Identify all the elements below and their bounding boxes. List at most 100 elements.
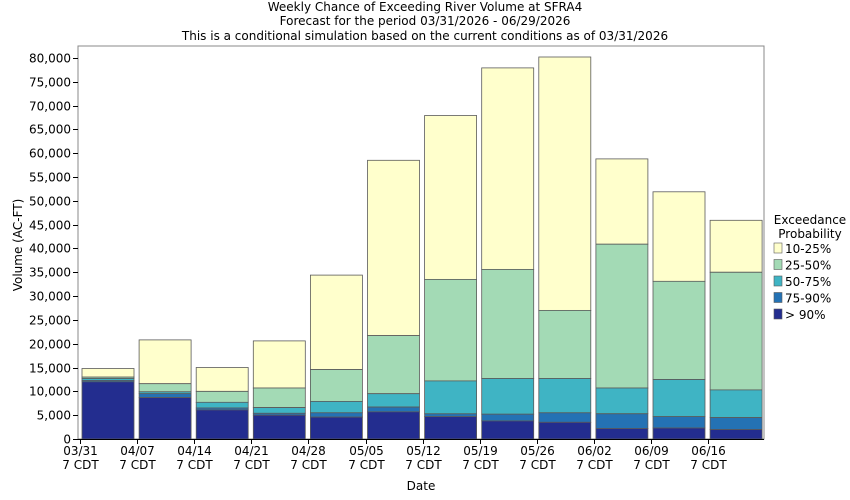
y-tick-label: 10,000 xyxy=(29,385,71,399)
y-tick-label: 0 xyxy=(63,433,71,447)
x-tick-label-date: 05/12 xyxy=(406,444,441,458)
bar-segment-75-90-05-05 xyxy=(367,406,420,413)
bar-segment-75-90-04-07 xyxy=(138,393,192,398)
x-tick-label-zone: 7 CDT xyxy=(462,458,499,472)
bar-segment-10-25-05-12 xyxy=(424,115,478,280)
legend-label: 50-75% xyxy=(785,275,831,289)
bar-segment-50-75-04-28 xyxy=(309,400,363,414)
bar-segment-90-06-09 xyxy=(652,427,706,440)
bar-segment-50-75-04-21 xyxy=(252,407,306,414)
bar-segment-25-50-05-19 xyxy=(481,268,535,379)
bar-segment-10-25-06-09 xyxy=(652,191,706,282)
x-tick-label-zone: 7 CDT xyxy=(519,458,556,472)
bar-segment-75-90-05-19 xyxy=(481,413,535,422)
y-tick-label: 45,000 xyxy=(29,219,71,233)
bar-segment-50-75-05-05 xyxy=(367,393,420,408)
bar-segment-25-50-05-26 xyxy=(538,309,592,379)
chart-subtitle-conditions: This is a conditional simulation based o… xyxy=(181,29,668,43)
bar-segment-90-04-28 xyxy=(309,416,363,440)
y-tick-label: 15,000 xyxy=(29,362,71,376)
bar-segment-50-75-04-14 xyxy=(195,401,249,409)
y-tick-label: 80,000 xyxy=(29,52,71,66)
legend-label: 75-90% xyxy=(785,292,831,306)
legend-label: 10-25% xyxy=(785,242,831,256)
legend-label: 25-50% xyxy=(785,259,831,273)
x-tick-label-zone: 7 CDT xyxy=(633,458,670,472)
bar-segment-10-25-05-19 xyxy=(481,67,535,270)
x-tick-label-date: 05/19 xyxy=(463,444,498,458)
bar-segment-90-06-16 xyxy=(709,429,763,440)
x-tick-label-date: 06/09 xyxy=(634,444,669,458)
bar-segment-90-05-12 xyxy=(424,416,478,440)
bar-segment-50-75-06-09 xyxy=(652,379,706,418)
y-tick-label: 65,000 xyxy=(29,123,71,137)
bar-segment-90-06-02 xyxy=(595,428,649,440)
y-tick-label: 50,000 xyxy=(29,195,71,209)
chart-title: Weekly Chance of Exceeding River Volume … xyxy=(268,0,583,14)
legend: Exceedance Probability 10-25% 25-50% 50-75… xyxy=(773,213,846,322)
x-tick-label-zone: 7 CDT xyxy=(119,458,156,472)
bar-segment-50-75-05-19 xyxy=(481,378,535,415)
y-tick-label: 75,000 xyxy=(29,76,71,90)
bar-segment-10-25-04-14 xyxy=(195,367,249,392)
bar-segment-75-90-06-09 xyxy=(652,416,706,429)
bar-segment-25-50-04-21 xyxy=(252,387,306,408)
x-tick-label-date: 03/31 xyxy=(63,444,98,458)
x-tick-label-zone: 7 CDT xyxy=(405,458,442,472)
bar-segment-90-05-05 xyxy=(367,411,420,440)
bar-segment-25-50-04-07 xyxy=(138,383,192,393)
legend-swatch xyxy=(773,308,783,320)
x-tick-label-zone: 7 CDT xyxy=(290,458,327,472)
legend-title-line2: Probability xyxy=(778,227,841,241)
bar-segment-25-50-04-14 xyxy=(195,390,249,403)
bar-segment-10-25-06-16 xyxy=(709,219,763,273)
bar-segment-25-50-06-09 xyxy=(652,280,706,380)
bar-segment-25-50-06-16 xyxy=(709,271,763,391)
y-tick-label: 70,000 xyxy=(29,100,71,114)
legend-label: > 90% xyxy=(785,308,826,322)
bar-segment-90-04-07 xyxy=(138,397,192,440)
x-tick-label-zone: 7 CDT xyxy=(176,458,213,472)
chart-subtitle-period: Forecast for the period 03/31/2026 - 06/… xyxy=(280,14,571,28)
legend-title-line1: Exceedance xyxy=(774,213,846,227)
bar-segment-25-50-05-05 xyxy=(367,335,420,395)
x-tick-label-date: 06/02 xyxy=(577,444,612,458)
bar-segment-75-90-06-02 xyxy=(595,413,649,429)
plot-frame xyxy=(77,45,765,440)
x-axis-label: Date xyxy=(407,479,436,493)
x-tick-label-date: 04/14 xyxy=(177,444,212,458)
x-tick-label-zone: 7 CDT xyxy=(348,458,385,472)
x-tick-label-date: 04/07 xyxy=(120,444,155,458)
y-tick-label: 5,000 xyxy=(37,409,71,423)
y-tick-label: 35,000 xyxy=(29,266,71,280)
bar-segment-90-04-14 xyxy=(195,409,249,440)
bar-segment-10-25-05-26 xyxy=(538,56,592,311)
bar-segment-10-25-04-21 xyxy=(252,340,306,389)
bar-segment-90-04-21 xyxy=(252,414,306,440)
y-tick-label: 20,000 xyxy=(29,338,71,352)
bar-segment-90-05-19 xyxy=(481,420,535,440)
x-tick-label-zone: 7 CDT xyxy=(62,458,99,472)
bar-segment-50-75-05-12 xyxy=(424,380,478,415)
bar-segment-10-25-04-07 xyxy=(138,339,192,385)
bar-segment-50-75-05-26 xyxy=(538,378,592,414)
x-tick-label-date: 05/05 xyxy=(349,444,384,458)
y-tick-label: 60,000 xyxy=(29,147,71,161)
x-tick-label-date: 06/16 xyxy=(691,444,726,458)
bar-segment-50-75-06-02 xyxy=(595,387,649,415)
bar-segment-75-90-04-28 xyxy=(309,412,363,418)
y-tick-label: 25,000 xyxy=(29,314,71,328)
y-tick-label: 30,000 xyxy=(29,290,71,304)
bar-segment-75-90-05-26 xyxy=(538,412,592,423)
bar-segment-90-05-26 xyxy=(538,421,592,440)
bar-segment-10-25-05-05 xyxy=(367,159,420,337)
legend-swatch xyxy=(773,259,783,270)
x-tick-label-date: 04/21 xyxy=(234,444,269,458)
y-tick-label: 40,000 xyxy=(29,242,71,256)
legend-swatch xyxy=(773,275,783,287)
x-tick-label-zone: 7 CDT xyxy=(576,458,613,472)
legend-swatch xyxy=(773,292,783,303)
bar-segment-25-50-04-28 xyxy=(309,369,363,402)
bar-segment-10-25-06-02 xyxy=(595,158,649,245)
